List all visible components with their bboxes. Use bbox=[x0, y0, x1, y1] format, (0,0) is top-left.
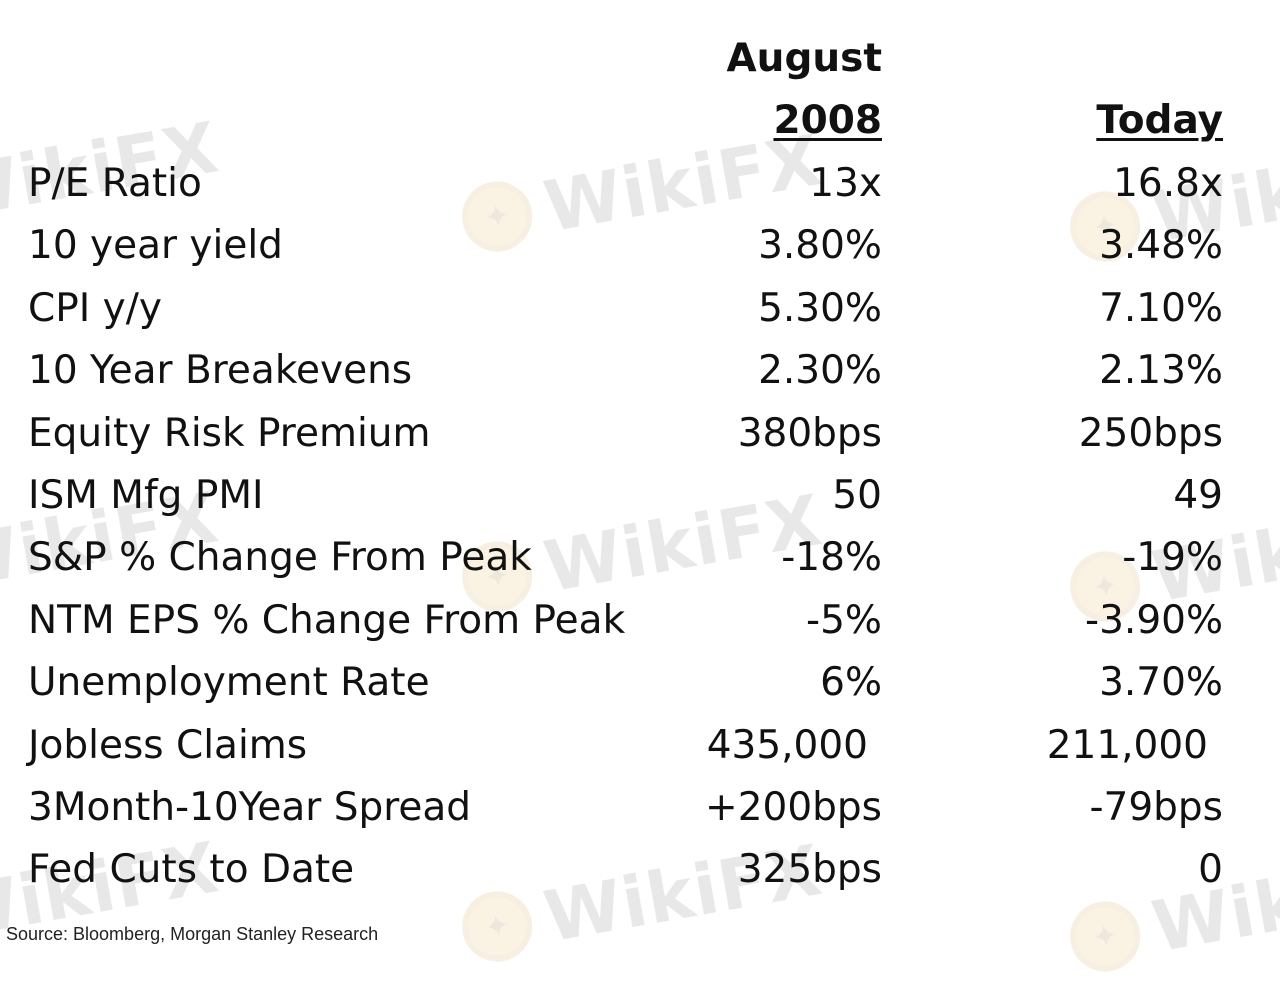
source-note: Source: Bloomberg, Morgan Stanley Resear… bbox=[6, 924, 379, 944]
cell-august-2008: 5.30% bbox=[758, 286, 882, 331]
cell-august-2008: 2.30% bbox=[758, 348, 882, 393]
column-header-august: August bbox=[726, 36, 883, 81]
row-label: NTM EPS % Change From Peak bbox=[28, 598, 626, 643]
cell-august-2008: -5% bbox=[806, 598, 882, 643]
cell-today: -3.90% bbox=[1085, 598, 1223, 643]
row-label: 10 Year Breakevens bbox=[28, 348, 413, 393]
row-label: Unemployment Rate bbox=[28, 660, 430, 705]
row-label: Fed Cuts to Date bbox=[28, 847, 355, 892]
cell-today: 0 bbox=[1198, 847, 1223, 892]
row-label: S&P % Change From Peak bbox=[28, 535, 532, 580]
cell-august-2008: 325bps bbox=[737, 847, 882, 892]
column-header-2008: 2008 bbox=[773, 98, 882, 143]
wikifx-logo-icon: ✦ bbox=[456, 175, 538, 258]
row-label: 3Month-10Year Spread bbox=[28, 785, 472, 830]
cell-today: -19% bbox=[1122, 535, 1223, 580]
wikifx-logo-icon: ✦ bbox=[456, 885, 538, 968]
cell-today: 3.48% bbox=[1099, 223, 1223, 268]
cell-today: 250bps bbox=[1078, 411, 1223, 456]
cell-august-2008: 435,000 bbox=[706, 723, 868, 768]
cell-today: 211,000 bbox=[1046, 723, 1208, 768]
cell-today: 49 bbox=[1173, 473, 1223, 518]
row-label: 10 year yield bbox=[28, 223, 283, 268]
row-label: P/E Ratio bbox=[28, 161, 202, 206]
cell-august-2008: -18% bbox=[781, 535, 882, 580]
cell-august-2008: 380bps bbox=[737, 411, 882, 456]
cell-today: -79bps bbox=[1089, 785, 1223, 830]
cell-august-2008: +200bps bbox=[705, 785, 882, 830]
wikifx-logo-icon: ✦ bbox=[1064, 895, 1146, 978]
row-label: Equity Risk Premium bbox=[28, 411, 431, 456]
cell-today: 7.10% bbox=[1099, 286, 1223, 331]
cell-august-2008: 3.80% bbox=[758, 223, 882, 268]
watermark: ✦ WikiFX bbox=[1064, 839, 1280, 983]
cell-today: 2.13% bbox=[1099, 348, 1223, 393]
row-label: ISM Mfg PMI bbox=[28, 473, 264, 518]
cell-august-2008: 50 bbox=[832, 473, 882, 518]
cell-today: 3.70% bbox=[1099, 660, 1223, 705]
cell-today: 16.8x bbox=[1113, 161, 1223, 206]
row-label: Jobless Claims bbox=[28, 723, 308, 768]
cell-august-2008: 13x bbox=[809, 161, 882, 206]
row-label: CPI y/y bbox=[28, 286, 162, 331]
cell-august-2008: 6% bbox=[820, 660, 882, 705]
column-header-today: Today bbox=[1096, 98, 1223, 143]
